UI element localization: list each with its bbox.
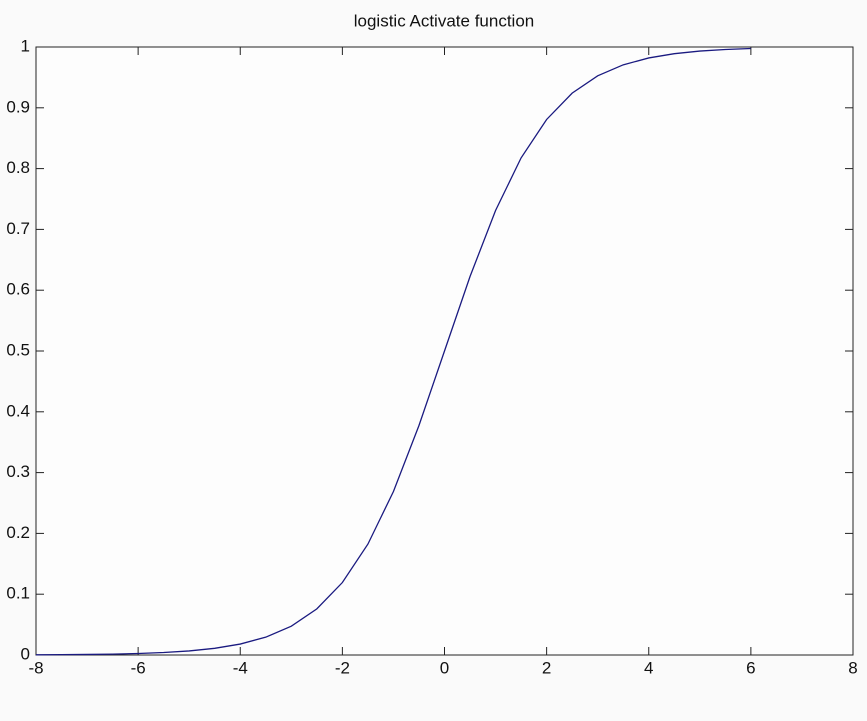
y-tick-label: 0.8: [6, 158, 30, 177]
x-tick-label: 0: [440, 658, 449, 677]
x-tick-label: -8: [28, 658, 43, 677]
x-tick-label: -2: [335, 658, 350, 677]
x-tick-label: -6: [131, 658, 146, 677]
x-tick-label: -4: [233, 658, 248, 677]
data-line: [35, 47, 751, 656]
chart-title: logistic Activate function: [354, 11, 534, 30]
x-tick-label: 6: [746, 658, 755, 677]
y-tick-label: 0.9: [6, 97, 30, 116]
y-tick-label: 0: [21, 644, 30, 663]
y-tick-label: 0.2: [6, 523, 30, 542]
y-tick-label: 0.4: [6, 401, 30, 420]
y-tick-label: 0.3: [6, 462, 30, 481]
y-tick-label: 0.1: [6, 584, 30, 603]
y-tick-label: 1: [21, 36, 30, 55]
x-tick-label: 4: [644, 658, 653, 677]
y-tick-label: 0.7: [6, 219, 30, 238]
y-tick-label: 0.5: [6, 340, 30, 359]
x-tick-label: 2: [542, 658, 551, 677]
y-tick-label: 0.6: [6, 280, 30, 299]
x-tick-label: 8: [848, 658, 857, 677]
